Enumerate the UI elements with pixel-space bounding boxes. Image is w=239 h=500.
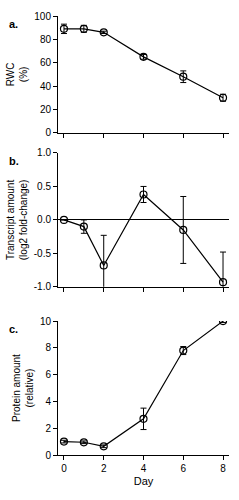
svg-text:20: 20 bbox=[40, 104, 52, 115]
svg-text:4: 4 bbox=[141, 463, 147, 474]
svg-text:Protein amount(relative): Protein amount(relative) bbox=[11, 354, 35, 422]
svg-text:6: 6 bbox=[45, 369, 51, 380]
svg-text:a.: a. bbox=[9, 18, 18, 30]
svg-text:RWC(%): RWC(%) bbox=[5, 63, 29, 87]
svg-text:0: 0 bbox=[61, 463, 67, 474]
svg-text:b.: b. bbox=[9, 155, 19, 167]
svg-text:2: 2 bbox=[101, 463, 107, 474]
svg-text:Transcript amount(log2 fold-ch: Transcript amount(log2 fold-change) bbox=[5, 180, 29, 261]
svg-text:-1.0: -1.0 bbox=[34, 281, 52, 292]
svg-text:8: 8 bbox=[220, 463, 226, 474]
svg-text:6: 6 bbox=[180, 463, 186, 474]
svg-text:10: 10 bbox=[40, 316, 52, 327]
svg-text:Day: Day bbox=[134, 475, 154, 487]
svg-text:2: 2 bbox=[45, 423, 51, 434]
svg-text:-0.5: -0.5 bbox=[34, 248, 52, 259]
svg-text:80: 80 bbox=[40, 34, 52, 45]
svg-text:60: 60 bbox=[40, 57, 52, 68]
svg-text:0.5: 0.5 bbox=[37, 181, 51, 192]
svg-text:0: 0 bbox=[45, 127, 51, 138]
svg-text:40: 40 bbox=[40, 81, 52, 92]
svg-text:c.: c. bbox=[9, 323, 18, 335]
svg-text:100: 100 bbox=[34, 11, 51, 22]
svg-text:0: 0 bbox=[45, 450, 51, 461]
svg-text:1.0: 1.0 bbox=[37, 147, 51, 158]
svg-text:0.0: 0.0 bbox=[37, 214, 51, 225]
svg-text:4: 4 bbox=[45, 396, 51, 407]
svg-text:8: 8 bbox=[45, 342, 51, 353]
